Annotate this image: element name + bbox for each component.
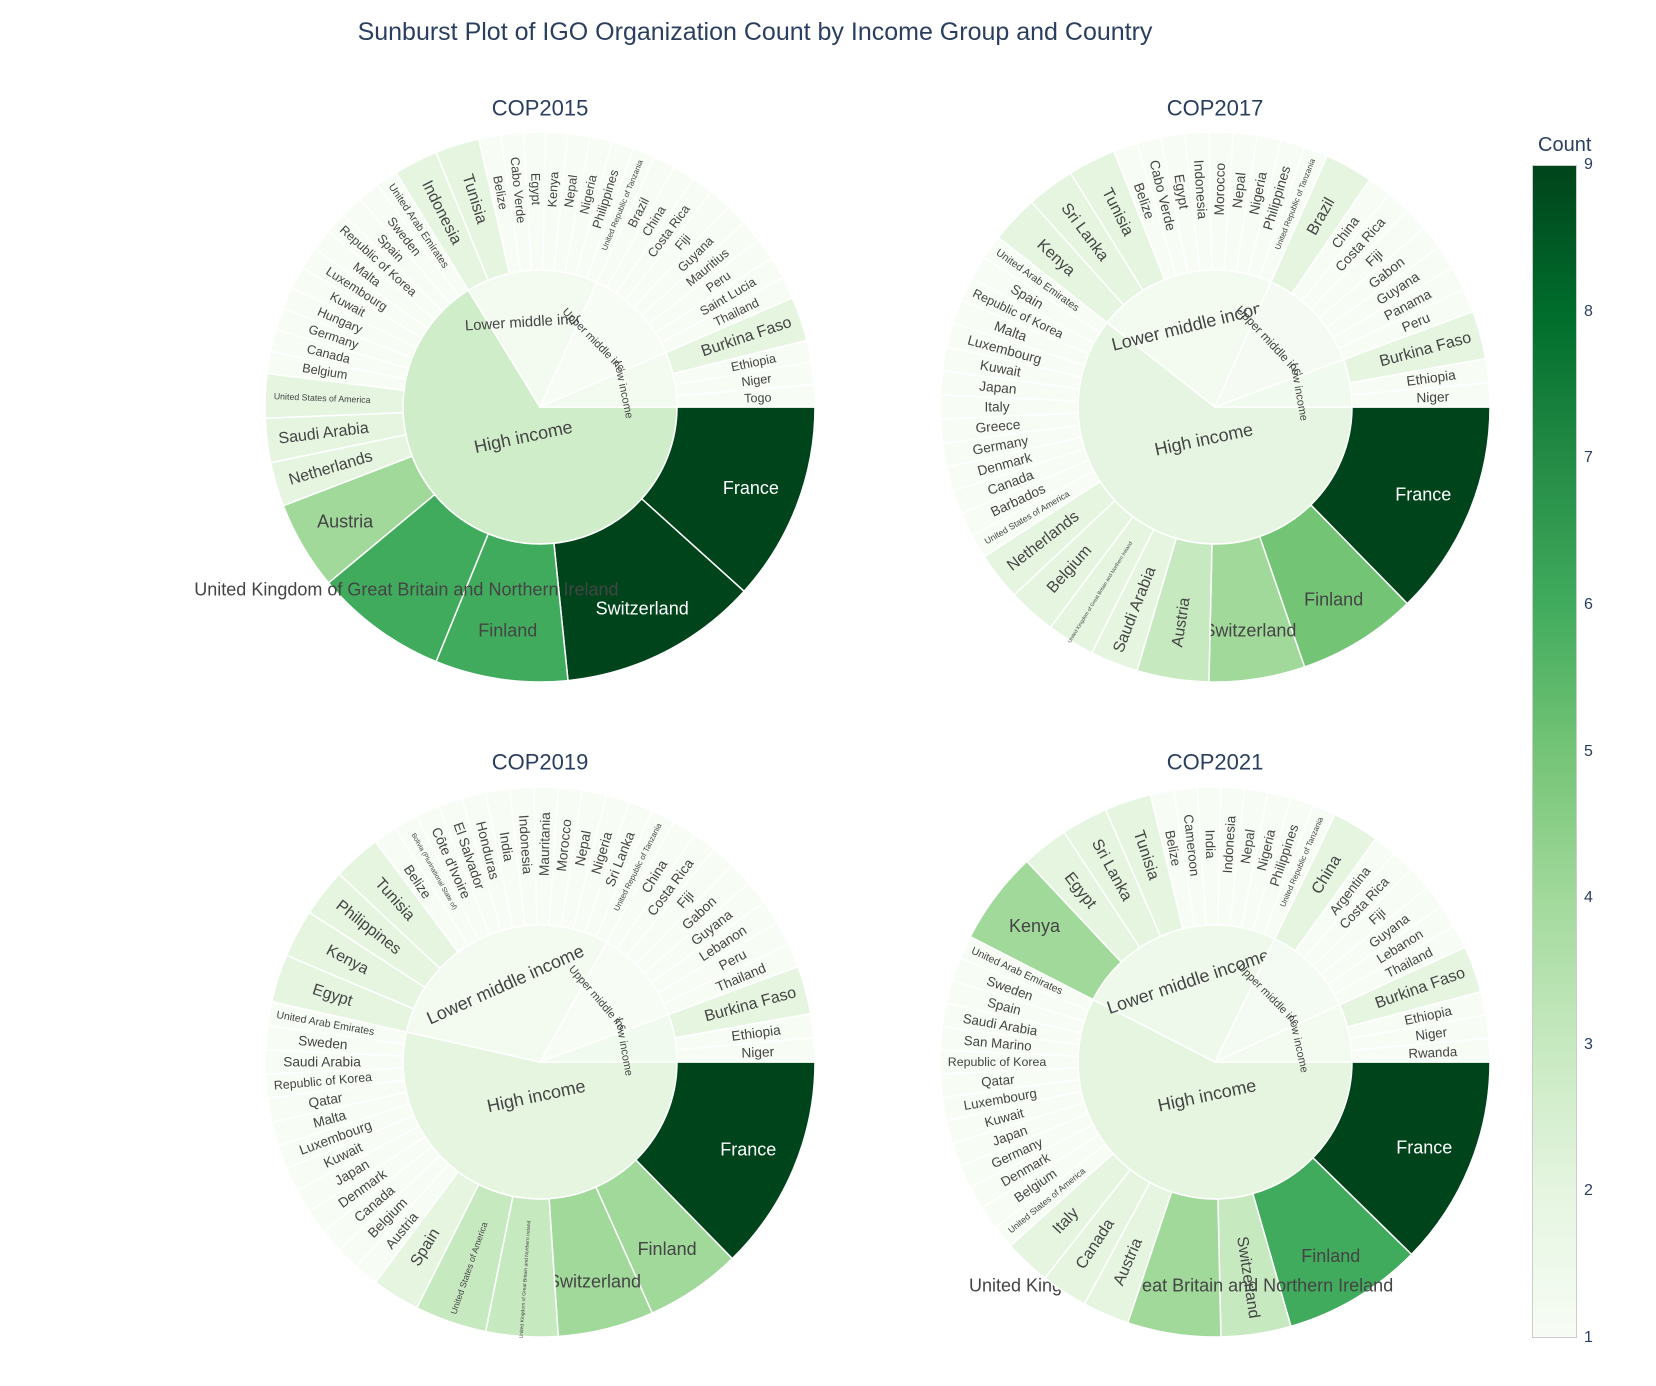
country-label: Finland: [1304, 589, 1363, 609]
country-label: Ethiopia: [1406, 367, 1457, 388]
country-label: Switzerland: [596, 599, 689, 619]
country-label: Mauritania: [537, 812, 553, 877]
country-label: Egypt: [1171, 173, 1191, 210]
sector-togo[interactable]: [675, 383, 816, 408]
colorbar-tick: 1: [1584, 1329, 1593, 1346]
colorbar-tick: 7: [1584, 449, 1593, 467]
country-label: Kenya: [1009, 916, 1061, 936]
country-label: India: [497, 831, 516, 863]
country-label: Kuwait: [979, 358, 1022, 380]
country-label: Cameroon: [1181, 814, 1203, 877]
country-label: Switzerland: [1203, 620, 1296, 640]
country-label: Indonesia: [1191, 159, 1210, 220]
colorbar-tick: 9: [1584, 156, 1593, 173]
country-label: Qatar: [981, 1072, 1016, 1090]
colorbar-title: Count: [1538, 134, 1592, 156]
country-label: Belize: [490, 175, 510, 211]
country-label: United Kingdom of Great Britain and Nort…: [194, 579, 618, 599]
country-label: Saudi Arabia: [283, 1055, 361, 1070]
country-label: Italy: [984, 400, 1009, 415]
country-label: Finland: [638, 1239, 697, 1259]
colorbar-tick: 5: [1584, 742, 1593, 760]
country-label: Rwanda: [1408, 1044, 1458, 1061]
country-label: France: [1395, 485, 1451, 505]
sector-france[interactable]: [1311, 1061, 1491, 1256]
country-label: Nepal: [1230, 172, 1249, 209]
country-label: France: [1396, 1137, 1452, 1157]
country-label: Morocco: [1212, 162, 1228, 215]
country-label: United States of America: [274, 391, 371, 405]
sector-niger[interactable]: [675, 1036, 816, 1063]
colorbar-tick: 8: [1584, 302, 1593, 320]
country-label: France: [720, 1140, 776, 1160]
country-label: Austria: [317, 511, 374, 531]
country-label: Nepal: [572, 829, 594, 867]
sector-niger[interactable]: [1350, 381, 1491, 408]
sector-rwanda[interactable]: [1350, 1037, 1491, 1063]
country-label: San Marino: [963, 1033, 1032, 1054]
country-label: Sweden: [298, 1033, 349, 1052]
country-label: Niger: [1416, 389, 1450, 405]
country-label: Greece: [975, 417, 1021, 436]
country-label: Togo: [744, 391, 772, 406]
subplot-title: COP2019: [492, 750, 589, 775]
country-label: United Kingdom of Great Britain and Nort…: [969, 1275, 1393, 1295]
country-label: Republic of Korea: [948, 1055, 1047, 1069]
colorbar-tick: 2: [1584, 1182, 1593, 1200]
country-label: Niger: [1414, 1024, 1448, 1043]
country-label: Indonesia: [516, 814, 535, 875]
country-label: Switzerland: [548, 1271, 641, 1291]
country-label: Morocco: [554, 818, 575, 872]
country-label: Nepal: [1238, 828, 1258, 865]
country-label: Finland: [478, 621, 537, 641]
country-label: Nepal: [562, 174, 581, 209]
country-label: Belize: [1162, 829, 1184, 867]
colorbar: [1532, 165, 1577, 1338]
colorbar-tick: 4: [1584, 889, 1593, 907]
country-label: Finland: [1301, 1246, 1360, 1266]
country-label: France: [723, 478, 779, 498]
country-label: Qatar: [307, 1090, 344, 1111]
country-label: India: [1202, 830, 1218, 860]
colorbar-tick: 6: [1584, 595, 1593, 613]
country-label: Japan: [979, 379, 1017, 397]
country-label: Niger: [741, 1044, 775, 1060]
country-label: Kenya: [545, 171, 561, 208]
chart-title: Sunburst Plot of IGO Organization Count …: [357, 18, 1153, 46]
subplot-title: COP2021: [1167, 750, 1264, 775]
country-label: Niger: [741, 372, 773, 390]
country-label: Ethiopia: [731, 1022, 782, 1043]
country-label: Cabo Verde: [507, 156, 528, 224]
country-label: Egypt: [528, 173, 543, 206]
colorbar-tick: 3: [1584, 1035, 1593, 1053]
country-label: Indonesia: [1220, 815, 1239, 874]
subplot-title: COP2017: [1167, 96, 1264, 121]
subplot-title: COP2015: [492, 96, 589, 121]
